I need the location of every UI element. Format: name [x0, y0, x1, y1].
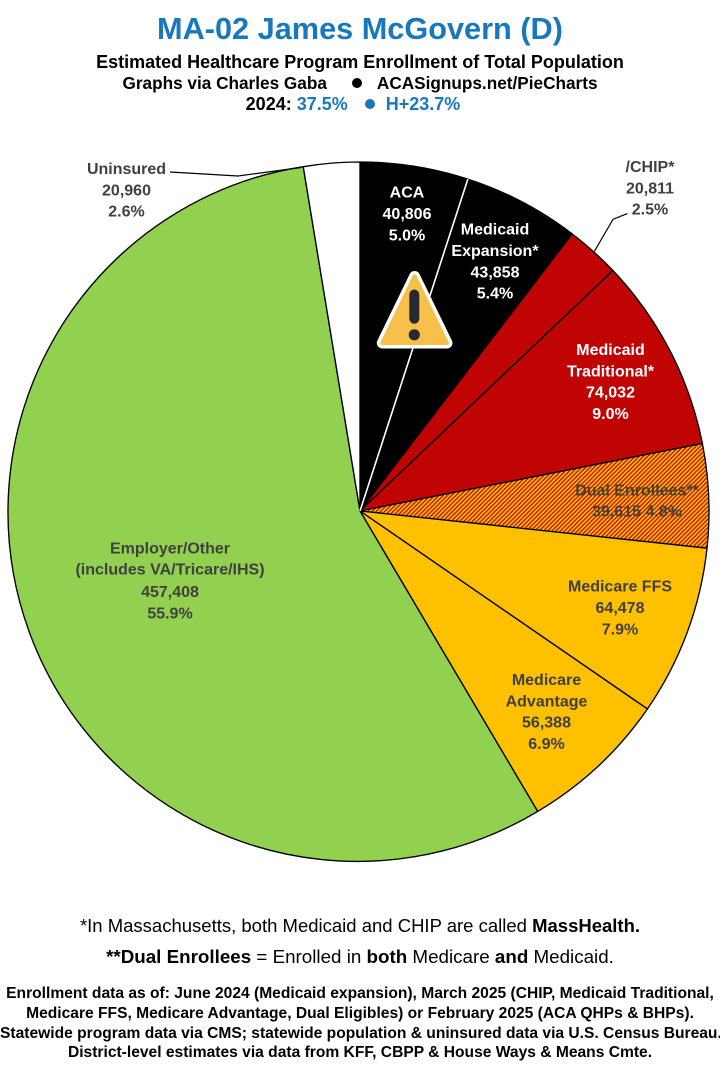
- svg-text:Medicare FFS: Medicare FFS: [568, 579, 672, 596]
- svg-text:64,478: 64,478: [596, 600, 645, 617]
- svg-text:20,960: 20,960: [102, 182, 151, 199]
- svg-text:43,858: 43,858: [471, 264, 520, 281]
- svg-text:Expansion*: Expansion*: [451, 243, 539, 260]
- svg-text:56,388: 56,388: [522, 715, 571, 732]
- svg-text:74,032: 74,032: [586, 385, 635, 402]
- svg-text:Employer/Other: Employer/Other: [110, 540, 230, 557]
- svg-text:Medicaid: Medicaid: [461, 222, 529, 239]
- svg-text:(includes VA/Tricare/IHS): (includes VA/Tricare/IHS): [75, 562, 264, 579]
- svg-text:55.9%: 55.9%: [147, 606, 192, 623]
- svg-text:/CHIP*: /CHIP*: [626, 159, 676, 176]
- svg-text:6.9%: 6.9%: [528, 736, 564, 753]
- svg-text:9.0%: 9.0%: [592, 406, 628, 423]
- svg-text:ACA: ACA: [390, 185, 425, 202]
- svg-text:7.9%: 7.9%: [602, 621, 638, 638]
- svg-text:2.6%: 2.6%: [108, 204, 144, 221]
- svg-text:Medicare: Medicare: [512, 672, 581, 689]
- svg-text:457,408: 457,408: [141, 584, 199, 601]
- svg-text:Advantage: Advantage: [506, 693, 588, 710]
- svg-text:2.5%: 2.5%: [632, 202, 668, 219]
- svg-text:5.0%: 5.0%: [389, 227, 425, 244]
- svg-text:20,811: 20,811: [626, 180, 674, 197]
- svg-text:Traditional*: Traditional*: [567, 363, 655, 380]
- svg-text:Uninsured: Uninsured: [87, 161, 166, 178]
- svg-text:Medicaid: Medicaid: [576, 342, 644, 359]
- svg-text:5.4%: 5.4%: [477, 286, 513, 303]
- svg-text:39,615 4.8%: 39,615 4.8%: [592, 504, 682, 521]
- svg-text:40,806: 40,806: [383, 206, 432, 223]
- svg-text:Dual Enrollees**: Dual Enrollees**: [575, 482, 699, 499]
